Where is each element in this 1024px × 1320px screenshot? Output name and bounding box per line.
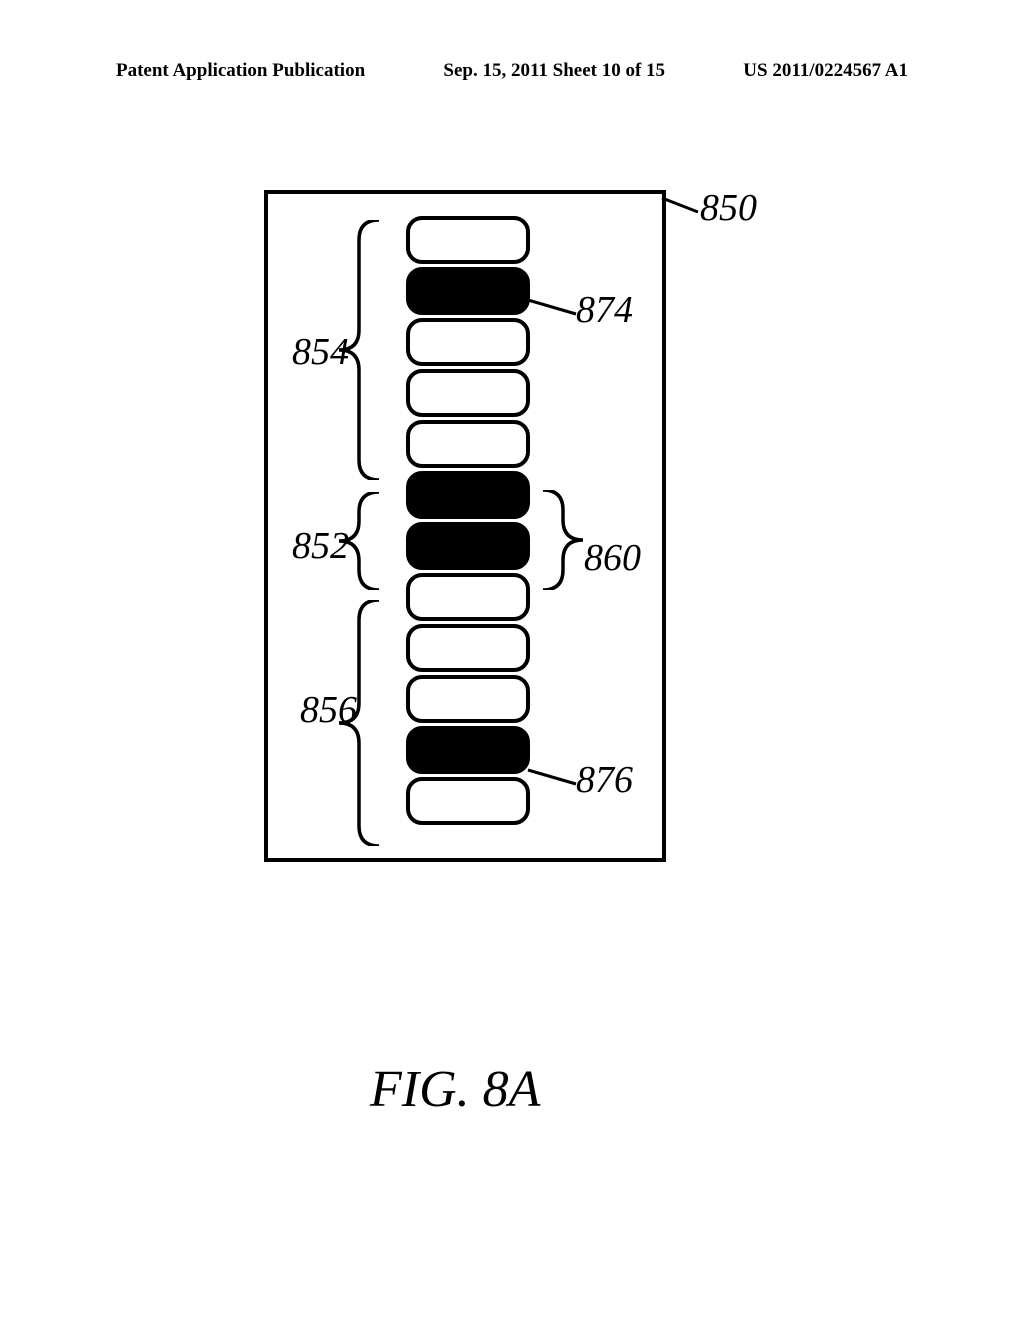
ref-label-852: 852	[292, 524, 349, 568]
header-right: US 2011/0224567 A1	[743, 60, 908, 82]
segment-empty	[406, 675, 530, 723]
ref-label-854: 854	[292, 330, 349, 374]
segment-filled	[406, 726, 530, 774]
segment-filled	[406, 267, 530, 315]
ref-label-856: 856	[300, 688, 357, 732]
header-center: Sep. 15, 2011 Sheet 10 of 15	[443, 60, 665, 82]
ref-label-850: 850	[700, 186, 757, 230]
ref-label-874: 874	[576, 288, 633, 332]
figure-caption: FIG. 8A	[370, 1060, 540, 1119]
ref-label-860: 860	[584, 536, 641, 580]
segment-filled	[406, 522, 530, 570]
patent-header: Patent Application Publication Sep. 15, …	[0, 60, 1024, 82]
ref-label-876: 876	[576, 758, 633, 802]
header-left: Patent Application Publication	[116, 60, 365, 82]
segment-empty	[406, 777, 530, 825]
segment-empty	[406, 216, 530, 264]
segment-empty	[406, 369, 530, 417]
segment-empty	[406, 318, 530, 366]
leader-line	[660, 196, 700, 214]
segment-empty	[406, 624, 530, 672]
segment-stack	[406, 216, 530, 825]
segment-empty	[406, 573, 530, 621]
segment-filled	[406, 471, 530, 519]
segment-empty	[406, 420, 530, 468]
